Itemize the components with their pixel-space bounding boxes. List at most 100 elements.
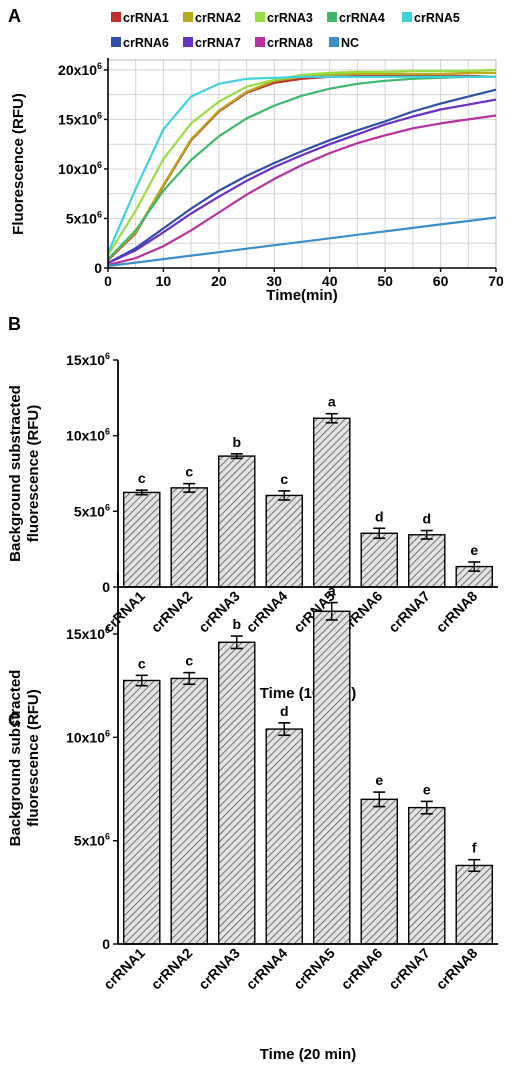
- x-axis-title: Time (20 min): [260, 1046, 356, 1063]
- x-tick-label: 30: [266, 273, 282, 289]
- y-tick-label: 5x106: [74, 502, 110, 519]
- bar: [313, 610, 351, 945]
- legend-swatch: [329, 37, 339, 47]
- legend-swatch: [327, 12, 337, 22]
- bar: [170, 677, 208, 945]
- panel-label: B: [8, 314, 21, 334]
- legend-swatch: [255, 37, 265, 47]
- bar: [122, 491, 161, 588]
- significance-letter: e: [470, 542, 478, 558]
- legend-swatch: [111, 37, 121, 47]
- y-axis-title-line-1: Background substracted: [7, 670, 24, 847]
- y-axis-title-line-1: Background substracted: [7, 385, 24, 562]
- panel-label: C: [8, 710, 21, 730]
- significance-letter: a: [328, 583, 336, 599]
- significance-letter: c: [185, 653, 193, 669]
- legend-label: crRNA2: [195, 11, 241, 25]
- x-tick-label: crRNA4: [243, 945, 291, 993]
- x-tick-label: 0: [104, 273, 112, 289]
- bar: [313, 417, 351, 588]
- legend-swatch: [183, 12, 193, 22]
- bar: [217, 641, 256, 945]
- significance-letter: b: [232, 434, 241, 450]
- y-tick-label: 10x106: [66, 728, 110, 745]
- significance-letter: d: [422, 511, 431, 527]
- panel-c-bar-chart: CccrRNA1ccrRNA2bcrRNA3dcrRNA4acrRNA5ecrR…: [7, 572, 498, 1063]
- x-tick-label: crRNA8: [433, 588, 481, 636]
- bar: [170, 487, 208, 588]
- significance-letter: b: [232, 616, 241, 632]
- bar: [217, 455, 256, 588]
- bar: [408, 534, 446, 588]
- legend-swatch: [111, 12, 121, 22]
- y-tick-label: 15x106: [66, 351, 110, 368]
- legend-label: crRNA1: [123, 11, 169, 25]
- y-tick-label: 5x106: [74, 832, 110, 849]
- y-tick-label: 15x106: [66, 625, 110, 642]
- y-tick-label: 0: [102, 936, 110, 952]
- x-tick-label: crRNA6: [338, 945, 386, 993]
- bar: [455, 864, 494, 945]
- significance-letter: a: [328, 394, 336, 410]
- x-axis-title: Time(min): [266, 287, 337, 304]
- y-tick-label: 0: [102, 579, 110, 595]
- significance-letter: d: [375, 508, 384, 524]
- y-axis-title-line-2: fluorescence (RFU): [25, 405, 42, 543]
- x-tick-label: crRNA2: [148, 588, 196, 636]
- x-tick-label: 40: [322, 273, 338, 289]
- x-tick-label: crRNA7: [385, 945, 433, 993]
- x-tick-label: crRNA7: [385, 588, 433, 636]
- x-tick-label: crRNA5: [290, 945, 338, 993]
- x-tick-label: 20: [211, 273, 227, 289]
- significance-letter: d: [280, 703, 289, 719]
- legend-label: crRNA7: [195, 36, 241, 50]
- series-line-crRNA3: [107, 68, 497, 256]
- series-line-crRNA8: [107, 114, 497, 267]
- bar: [122, 679, 161, 945]
- x-tick-label: crRNA2: [148, 945, 196, 993]
- bar: [265, 494, 304, 588]
- bar: [408, 806, 446, 945]
- x-tick-label: 70: [488, 273, 504, 289]
- x-tick-label: 50: [377, 273, 393, 289]
- legend-label: crRNA4: [339, 11, 385, 25]
- legend-label: crRNA8: [267, 36, 313, 50]
- series-line-crRNA4: [107, 75, 496, 260]
- legend-label: crRNA3: [267, 11, 313, 25]
- legend-swatch: [255, 12, 265, 22]
- x-tick-label: crRNA4: [243, 588, 291, 636]
- series-line-crRNA7: [107, 98, 497, 264]
- x-tick-label: 10: [156, 273, 172, 289]
- y-tick-label: 10x106: [66, 427, 110, 444]
- legend-label: crRNA5: [414, 11, 460, 25]
- series-line-crRNA6: [107, 88, 497, 264]
- legend-swatch: [402, 12, 412, 22]
- significance-letter: f: [472, 840, 477, 856]
- y-tick-label: 0: [94, 260, 102, 276]
- legend-label: NC: [341, 36, 359, 50]
- y-axis-title: Fluorescence (RFU): [10, 93, 27, 235]
- y-tick-label: 5x106: [66, 209, 102, 226]
- series-line-NC: [107, 216, 497, 268]
- bar: [360, 798, 399, 945]
- x-tick-label: crRNA3: [195, 945, 243, 993]
- significance-letter: c: [138, 655, 146, 671]
- significance-letter: e: [423, 781, 431, 797]
- legend-swatch: [183, 37, 193, 47]
- significance-letter: c: [138, 470, 146, 486]
- significance-letter: c: [280, 471, 288, 487]
- y-tick-label: 10x106: [58, 160, 102, 177]
- significance-letter: c: [185, 464, 193, 480]
- panel-label: A: [8, 6, 21, 26]
- series-line-crRNA5: [106, 75, 496, 254]
- legend-label: crRNA6: [123, 36, 169, 50]
- significance-letter: e: [375, 772, 383, 788]
- x-tick-label: crRNA8: [433, 945, 481, 993]
- y-tick-label: 20x106: [58, 61, 102, 78]
- x-tick-label: 60: [433, 273, 449, 289]
- bar: [360, 532, 399, 588]
- bar: [265, 728, 304, 945]
- y-tick-label: 15x106: [58, 110, 102, 127]
- y-axis-title-line-2: fluorescence (RFU): [25, 689, 42, 827]
